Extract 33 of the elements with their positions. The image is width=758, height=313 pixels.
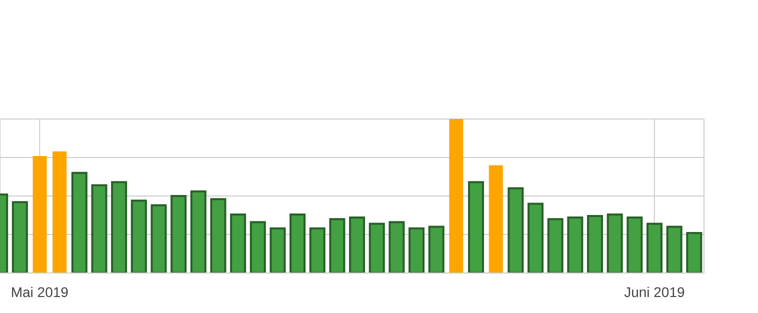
bar	[547, 218, 564, 273]
bar	[508, 187, 524, 273]
bar	[388, 221, 405, 273]
x-tick-label: Mai 2019	[10, 284, 69, 300]
bar	[130, 200, 147, 273]
bar	[528, 202, 544, 273]
bar	[587, 215, 604, 273]
bar	[150, 204, 167, 273]
bar	[329, 218, 346, 273]
bar	[230, 213, 246, 273]
bar	[290, 213, 306, 273]
bar	[12, 201, 28, 273]
bar	[111, 181, 128, 273]
bar	[606, 213, 623, 273]
bar	[170, 195, 187, 273]
bar	[309, 227, 326, 273]
bar	[428, 226, 444, 273]
bar	[666, 226, 682, 273]
bar	[368, 222, 385, 273]
x-tick-label: Juni 2019	[624, 284, 685, 300]
bar	[349, 216, 366, 273]
bar	[686, 232, 702, 273]
bar	[190, 190, 206, 273]
bar	[408, 227, 425, 273]
bar	[71, 172, 88, 273]
bar	[250, 221, 266, 273]
bar	[646, 222, 663, 273]
bar	[91, 184, 108, 273]
bar	[468, 181, 484, 273]
bar	[270, 227, 286, 273]
bar	[567, 216, 584, 273]
bar	[626, 216, 643, 273]
bar	[210, 198, 226, 273]
